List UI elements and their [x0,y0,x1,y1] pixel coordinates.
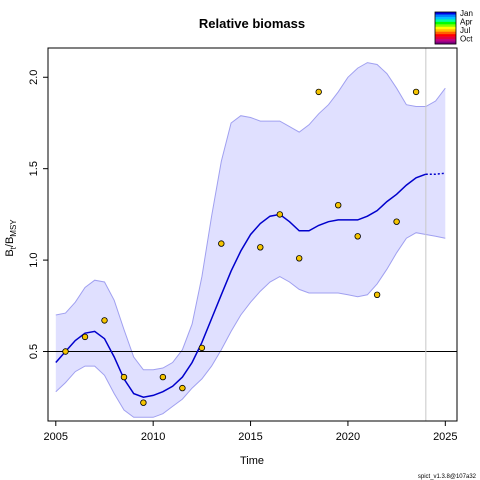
observation-point [140,399,147,406]
x-tick-label: 2025 [433,431,457,443]
x-tick-label: 2020 [336,431,360,443]
legend-color-band [435,26,456,30]
observation-point [315,88,322,96]
y-tick-label: 1.0 [28,252,40,267]
legend-color-band [435,31,456,35]
plot-frame [47,47,458,422]
observation-point [412,88,420,96]
legend-label: Oct [460,35,473,44]
version-footer: spict_v1.3.8@107a32 [418,474,477,480]
observation-point [81,333,89,341]
upper-ci-line [55,62,446,371]
x-tick-label: 2005 [44,431,68,443]
chart-title: Relative biomass [199,16,305,31]
observation-point [393,218,400,225]
y-tick-label: 0.5 [28,344,40,359]
observation-point [276,211,283,218]
legend-color-band [435,36,456,40]
legend-label: Jul [460,26,470,35]
forecast-confidence-band [425,88,446,239]
plot-area [47,47,458,422]
observation-point [198,344,206,352]
observation-point [120,373,128,381]
legend-color-band [435,12,456,15]
observation-point [257,244,264,251]
legend-color-band [435,14,456,18]
observation-point [179,384,186,392]
legend-color-band [435,41,456,45]
legend-color-band [435,34,456,37]
legend-color-band [435,16,456,20]
observation-point [159,373,167,381]
observation-point [218,240,225,247]
x-axis: 2005 2010 2015 2020 2025 [44,421,458,443]
observation-point [296,255,303,262]
legend-frame [434,11,457,45]
x-axis-label: Time [240,455,264,467]
x-tick-label: 2015 [238,431,262,443]
y-axis: 0.5 1.0 1.5 2.0 [28,70,48,359]
legend-color-band [435,39,456,42]
observation-point [373,291,381,298]
lower-ci-line [55,232,446,418]
legend-color-band [435,21,456,25]
y-tick-label: 1.5 [28,161,40,176]
observation-point [101,317,108,324]
observation-point [62,348,69,355]
y-tick-label: 2.0 [28,70,40,85]
legend-color-band [435,24,456,28]
forecast-line [425,172,446,175]
confidence-band [55,62,426,418]
observation-point [335,201,342,209]
legend-label: Jan [460,9,473,18]
legend-color-band [435,29,456,32]
observation-point [354,233,361,240]
legend-color-band [435,19,456,23]
y-axis-label: Bt/BMSY [4,219,18,257]
estimate-line [55,173,427,398]
legend-label: Apr [460,18,473,27]
x-tick-label: 2010 [141,431,165,443]
